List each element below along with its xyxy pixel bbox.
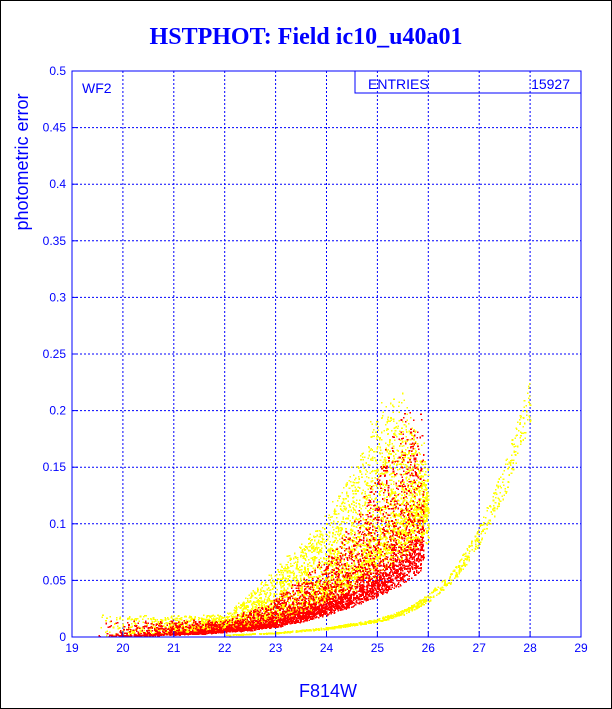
panel-label: WF2 [82,80,112,96]
x-tick-label: 21 [167,641,181,655]
y-tick-label: 0 [59,630,66,644]
x-tick-label: 26 [422,641,436,655]
y-tick-label: 0.3 [49,290,66,304]
axes [71,70,582,638]
y-tick-label: 0.1 [49,517,66,531]
x-tick-label: 19 [65,641,79,655]
stats-box-border [354,70,582,94]
y-tick-label: 0.05 [43,573,67,587]
chart-title: HSTPHOT: Field ic10_u40a01 [149,24,463,50]
data-points [98,382,532,638]
x-axis-label: F814W [299,681,357,701]
y-tick-label: 0.25 [43,347,67,361]
x-tick-label: 25 [371,641,385,655]
x-tick-label: 22 [218,641,232,655]
x-tick-labels: 19 20 21 22 23 24 25 26 27 28 29 [65,641,588,655]
stats-box-value: 15927 [531,76,570,92]
stats-box-label: ENTRIES [368,76,429,92]
y-tick-label: 0.15 [43,460,67,474]
y-tick-label: 0.4 [49,177,66,191]
stats-box: ENTRIES 15927 [354,70,582,94]
y-tick-label: 0.45 [43,121,67,135]
x-tick-label: 27 [473,641,487,655]
y-tick-label: 0.2 [49,404,66,418]
x-tick-label: 24 [320,641,334,655]
x-tick-label: 29 [574,641,588,655]
y-tick-labels: 0 0.05 0.1 0.15 0.2 0.25 0.3 0.35 0.4 0.45 0.5 [43,64,67,644]
x-tick-label: 23 [269,641,283,655]
y-tick-label: 0.5 [49,64,66,78]
x-tick-label: 28 [523,641,537,655]
y-axis-label: photometric error [12,93,32,230]
x-tick-label: 20 [116,641,130,655]
plot-border [71,70,582,638]
grid-lines [72,71,581,637]
y-tick-label: 0.35 [43,234,67,248]
